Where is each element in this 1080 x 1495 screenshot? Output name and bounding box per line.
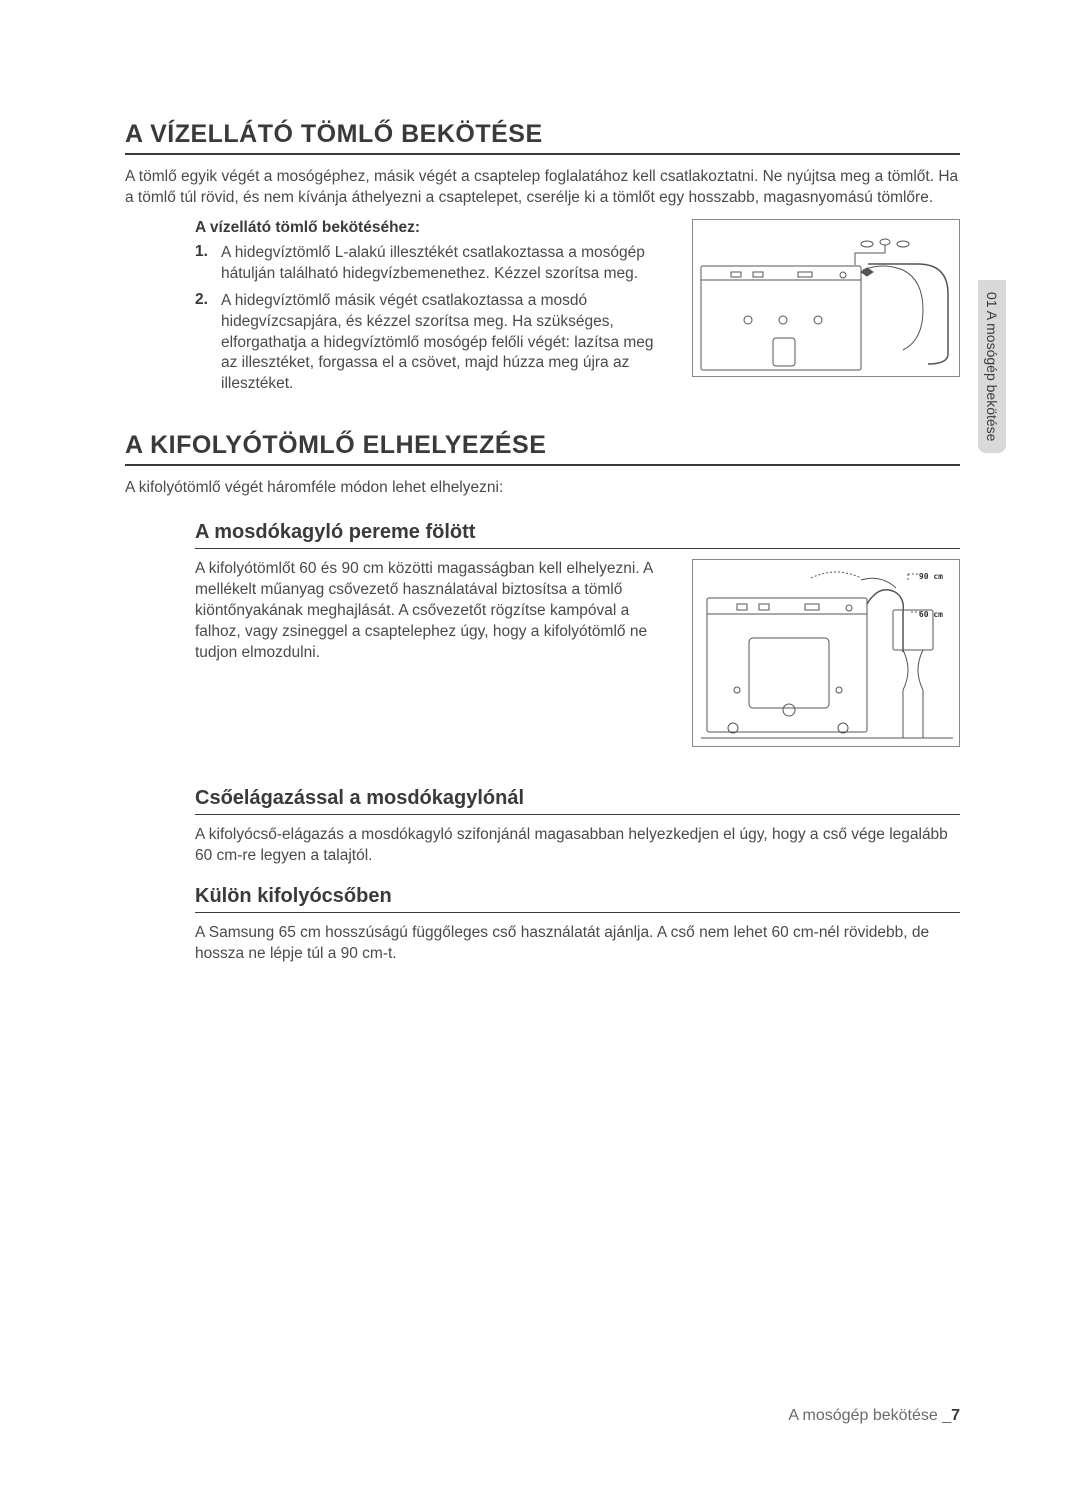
section2-intro: A kifolyótömlő végét háromféle módon leh…: [125, 478, 960, 499]
steps-heading: A vízellátó tömlő bekötéséhez:: [195, 219, 672, 237]
sub1-heading: A mosdókagyló pereme fölött: [195, 521, 960, 549]
step-1: 1. A hidegvíztömlő L-alakú illesztékét c…: [195, 243, 672, 285]
section1-body: A vízellátó tömlő bekötéséhez: 1. A hide…: [125, 219, 960, 401]
step-1-text: A hidegvíztömlő L-alakú illesztékét csat…: [221, 243, 672, 285]
figure-water-supply: [692, 219, 960, 377]
section1-steps: A vízellátó tömlő bekötéséhez: 1. A hide…: [195, 219, 672, 401]
sub1-body: A kifolyótömlőt 60 és 90 cm közötti maga…: [125, 559, 960, 747]
step-1-num: 1.: [195, 243, 221, 285]
section2-heading: A KIFOLYÓTÖMLŐ ELHELYEZÉSE: [125, 431, 960, 466]
section1-heading: A VÍZELLÁTÓ TÖMLŐ BEKÖTÉSE: [125, 120, 960, 155]
sub1-text: A kifolyótömlőt 60 és 90 cm közötti maga…: [195, 559, 672, 664]
sub3-heading: Külön kifolyócsőben: [195, 885, 960, 913]
sub3-text: A Samsung 65 cm hosszúságú függőleges cs…: [195, 923, 960, 965]
figure-drain-hose: 90 cm 60 cm: [692, 559, 960, 747]
footer: A mosógép bekötése _7: [788, 1407, 960, 1425]
sub2-text: A kifolyócső-elágazás a mosdókagyló szif…: [195, 825, 960, 867]
label-90cm: 90 cm: [919, 572, 943, 581]
section1-intro: A tömlő egyik végét a mosógéphez, másik …: [125, 167, 960, 209]
side-tab: 01 A mosógép bekötése: [978, 280, 1006, 453]
step-2-num: 2.: [195, 291, 221, 396]
step-2-text: A hidegvíztömlő másik végét csatlakoztas…: [221, 291, 672, 396]
step-2: 2. A hidegvíztömlő másik végét csatlakoz…: [195, 291, 672, 396]
page-content: A VÍZELLÁTÓ TÖMLŐ BEKÖTÉSE A tömlő egyik…: [0, 0, 1080, 965]
footer-page: 7: [951, 1407, 960, 1424]
footer-label: A mosógép bekötése _: [788, 1407, 951, 1424]
section2: A KIFOLYÓTÖMLŐ ELHELYEZÉSE A kifolyótöml…: [125, 431, 960, 965]
sub2-heading: Csőelágazással a mosdókagylónál: [195, 787, 960, 815]
label-60cm: 60 cm: [919, 610, 943, 619]
